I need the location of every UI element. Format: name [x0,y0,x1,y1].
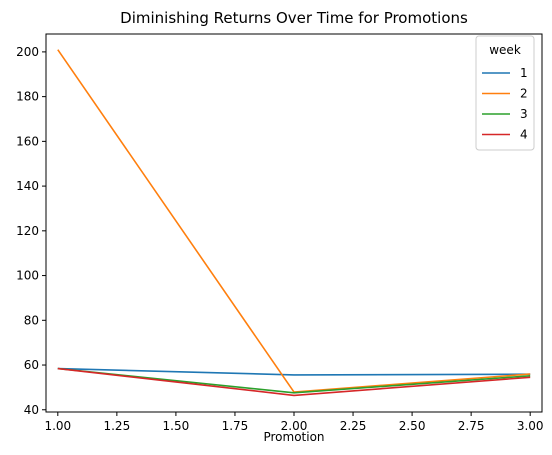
series-line-week-3 [57,367,531,394]
legend-label-week-4: 4 [520,128,528,142]
y-tick-label: 60 [24,358,39,372]
series-line-week-4 [57,367,531,397]
x-axis: 1.00 1.25 1.50 1.75 2.00 2.25 2.50 2.75 3.00 [44,412,544,433]
y-tick-label: 120 [16,224,39,238]
x-tick-label: 3.00 [517,419,544,433]
x-tick-label: 2.50 [399,419,426,433]
x-tick-label: 1.25 [103,419,130,433]
legend-label-week-3: 3 [520,107,528,121]
y-tick-label: 40 [24,403,39,417]
x-tick-label: 1.00 [44,419,71,433]
x-tick-label: 2.00 [281,419,308,433]
x-tick-label: 1.75 [222,419,249,433]
x-axis-label: Promotion [263,430,324,444]
y-tick-label: 200 [16,45,39,59]
series-lines [57,49,531,397]
y-tick-label: 180 [16,90,39,104]
legend: week 1 2 3 4 [475,35,535,151]
legend-label-week-2: 2 [520,87,528,101]
chart-title: Diminishing Returns Over Time for Promot… [120,9,468,27]
legend-title: week [489,43,521,57]
y-tick-label: 100 [16,269,39,283]
y-axis: 40 60 80 100 120 140 160 180 200 [16,45,46,417]
x-tick-label: 2.75 [458,419,485,433]
x-tick-label: 1.50 [163,419,190,433]
series-line-week-1 [57,367,531,376]
y-tick-label: 140 [16,179,39,193]
y-tick-label: 160 [16,134,39,148]
legend-label-week-1: 1 [520,66,528,80]
x-tick-label: 2.25 [340,419,367,433]
y-tick-label: 80 [24,313,39,327]
